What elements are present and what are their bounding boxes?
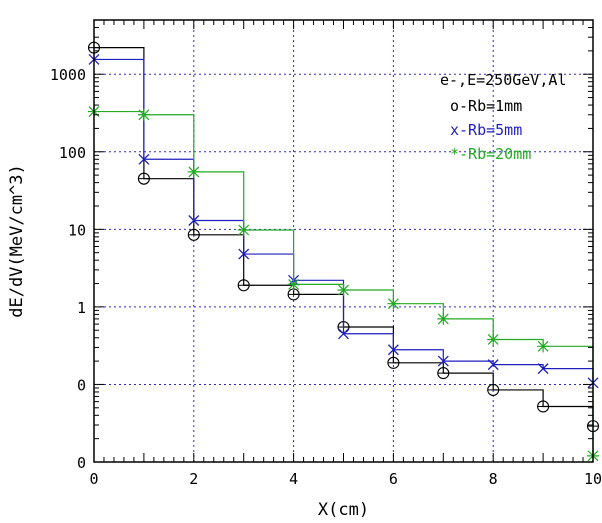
data-point-x [437,355,449,367]
data-point-x [138,153,150,165]
series-2 [88,53,599,389]
data-point-star [187,165,200,178]
data-point-x [537,363,549,375]
x-tick-label: 2 [189,470,198,488]
y-tick-label: 100 [59,144,86,162]
data-point-x [338,328,349,340]
data-point-x [387,344,399,356]
data-point-x [487,359,499,371]
y-tick-label: 0 [77,454,86,472]
x-tick-label: 0 [89,470,98,488]
y-tick-label: 1000 [50,66,86,84]
data-point-star [287,278,300,291]
data-point-x [188,215,200,226]
legend-entry-rb-1mm: o-Rb=1mm [450,97,522,115]
x-axis-label: X(cm) [318,500,369,520]
data-point-star [337,284,350,297]
data-point-star [387,297,400,310]
y-axis-label: dE/dV(MeV/cm^3) [7,164,27,318]
data-point-x [238,248,250,260]
data-point-star [537,340,550,353]
legend-entry-rb-20mm: *-Rb=20mm [450,145,531,163]
y-tick-label: 0 [77,376,86,394]
data-point-star [487,333,500,346]
legend-entry-rb-5mm: x-Rb=5mm [450,121,522,139]
y-tick-label: 10 [68,221,86,239]
y-tick-label: 1 [77,299,86,317]
data-point-star [137,108,150,121]
x-tick-label: 8 [489,470,498,488]
data-point-star [437,312,450,325]
data-point-star [237,224,250,237]
x-tick-label: 6 [389,470,398,488]
x-tick-label: 10 [584,470,602,488]
axis-ticks [93,19,594,463]
x-tick-label: 4 [289,470,298,488]
chart-annotation: e-,E=250GeV,Al [440,71,566,89]
series-layer [87,41,600,462]
